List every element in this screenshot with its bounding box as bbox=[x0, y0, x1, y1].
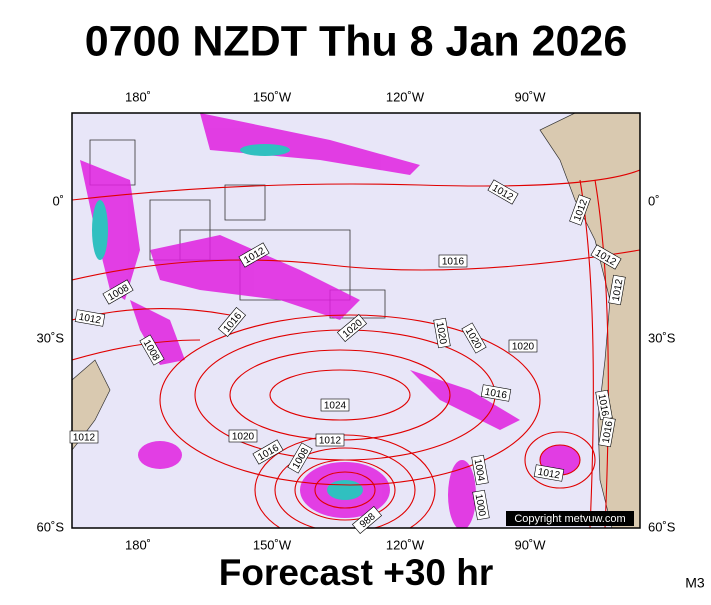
title: 0700 NZDT Thu 8 Jan 2026 bbox=[85, 17, 628, 65]
lon-label: 180˚ bbox=[125, 89, 151, 104]
lon-label: 90˚W bbox=[514, 89, 546, 104]
map bbox=[72, 113, 640, 528]
isobar-value: 1020 bbox=[434, 321, 449, 345]
isobar-label: 1016 bbox=[480, 384, 512, 402]
isobar-value: 1020 bbox=[512, 342, 535, 353]
isobar-label-box bbox=[533, 464, 565, 482]
isobar-label: 1012 bbox=[74, 309, 106, 327]
isobar-label: 1016 bbox=[595, 389, 613, 421]
isobar-label-box bbox=[238, 242, 270, 268]
lon-label: 150˚W bbox=[253, 537, 292, 552]
isobar-label-box bbox=[228, 429, 258, 443]
isobar-value: 1012 bbox=[319, 436, 342, 447]
lon-label: 180˚ bbox=[125, 537, 151, 552]
isobar-label: 1024 bbox=[320, 398, 350, 412]
isobar-label: 1012 bbox=[315, 433, 345, 447]
isobar-label: 1012 bbox=[533, 464, 565, 482]
isobar-label: 1020 bbox=[228, 429, 258, 443]
isobar-label-box bbox=[472, 489, 490, 521]
isobar-value: 1024 bbox=[324, 401, 347, 412]
isobar-label-box bbox=[315, 433, 345, 447]
lat-label: 60˚S bbox=[37, 519, 65, 534]
isobar-label-box bbox=[569, 194, 591, 226]
isobar-label: 1020 bbox=[508, 339, 538, 353]
isobar-value: 1016 bbox=[484, 387, 508, 402]
isobar-label-box bbox=[598, 416, 616, 448]
model-label: M3 bbox=[685, 575, 705, 591]
isobar-value: 1016 bbox=[596, 393, 611, 417]
isobar-label-box bbox=[608, 274, 626, 306]
isobar-value: 1020 bbox=[232, 432, 255, 443]
isobar-value: 1000 bbox=[473, 493, 488, 517]
isobar-value: 1012 bbox=[78, 312, 102, 327]
lon-label: 120˚W bbox=[386, 537, 425, 552]
isobar-label-box bbox=[102, 279, 134, 305]
isobar-label-box bbox=[590, 244, 622, 270]
copyright: Copyright metvuw.com bbox=[514, 513, 625, 525]
lon-label: 90˚W bbox=[514, 537, 546, 552]
lat-label: 30˚S bbox=[37, 330, 65, 345]
isobar-label: 1020 bbox=[433, 317, 451, 349]
isobar-label: 1016 bbox=[438, 254, 468, 268]
lat-label: 30˚S bbox=[648, 330, 676, 345]
isobar-value: 1012 bbox=[611, 278, 626, 302]
isobar-label-box bbox=[438, 254, 468, 268]
lon-label: 120˚W bbox=[386, 89, 425, 104]
isobar-value: 1012 bbox=[73, 433, 96, 444]
lat-label: 0˚ bbox=[648, 193, 660, 208]
forecast-label: Forecast +30 hr bbox=[219, 552, 494, 593]
isobar-label-box bbox=[480, 384, 512, 402]
lat-label: 0˚ bbox=[52, 193, 64, 208]
isobar-value: 1012 bbox=[537, 467, 561, 482]
isobar-label: 1000 bbox=[472, 489, 490, 521]
isobar-label-box bbox=[69, 430, 99, 444]
isobar-label-box bbox=[139, 334, 165, 366]
isobar-label-box bbox=[461, 322, 487, 354]
isobar-label: 1012 bbox=[69, 430, 99, 444]
lon-label: 150˚W bbox=[253, 89, 292, 104]
isobar-label-box bbox=[336, 313, 368, 343]
isobar-value: 1004 bbox=[472, 458, 487, 482]
isobar-label: 1012 bbox=[608, 274, 626, 306]
isobar-label-box bbox=[287, 442, 313, 474]
isobar-label-box bbox=[320, 398, 350, 412]
lat-label: 60˚S bbox=[648, 519, 676, 534]
copyright-bg bbox=[506, 511, 634, 526]
isobar-value: 1016 bbox=[601, 420, 616, 444]
isobar-label-box bbox=[351, 505, 383, 535]
isobar-label-box bbox=[217, 306, 247, 338]
isobar-label-box bbox=[508, 339, 538, 353]
isobar-value: 1016 bbox=[442, 257, 465, 268]
isobar-label-box bbox=[471, 454, 489, 486]
isobar-label: 1016 bbox=[598, 416, 616, 448]
isobar-label: 1004 bbox=[471, 454, 489, 486]
isobar-label-box bbox=[433, 317, 451, 349]
isobar-label-box bbox=[252, 439, 284, 465]
isobar-label-box bbox=[74, 309, 106, 327]
isobar-label-box bbox=[487, 179, 519, 205]
